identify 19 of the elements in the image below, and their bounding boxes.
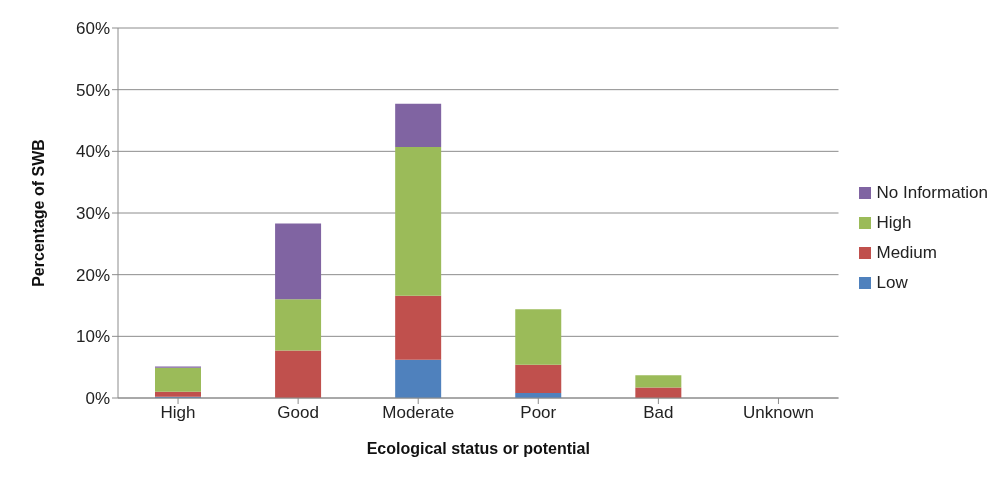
- x-tick-label: Moderate: [382, 403, 455, 423]
- legend-label: Low: [876, 273, 908, 293]
- x-tick-label: Bad: [643, 403, 674, 423]
- x-tick-label: Unknown: [743, 403, 814, 423]
- legend-label: High: [876, 213, 912, 233]
- y-tick-label: 40%: [75, 142, 110, 162]
- y-tick-label: 10%: [75, 327, 110, 347]
- y-tick-label: 0%: [85, 389, 110, 409]
- y-tick-label: 30%: [75, 204, 110, 224]
- legend-label: Medium: [876, 243, 937, 263]
- y-axis-title: Percentage of SWB: [29, 139, 47, 287]
- x-axis-title: Ecological status or potential: [366, 440, 590, 457]
- legend-label: No Information: [876, 183, 988, 203]
- y-tick-label: 60%: [75, 19, 110, 39]
- x-tick-label: Good: [277, 403, 319, 423]
- y-tick-label: 20%: [75, 265, 110, 285]
- x-tick-label: Poor: [520, 403, 557, 423]
- y-tick-label: 50%: [75, 80, 110, 100]
- x-tick-label: High: [160, 403, 196, 423]
